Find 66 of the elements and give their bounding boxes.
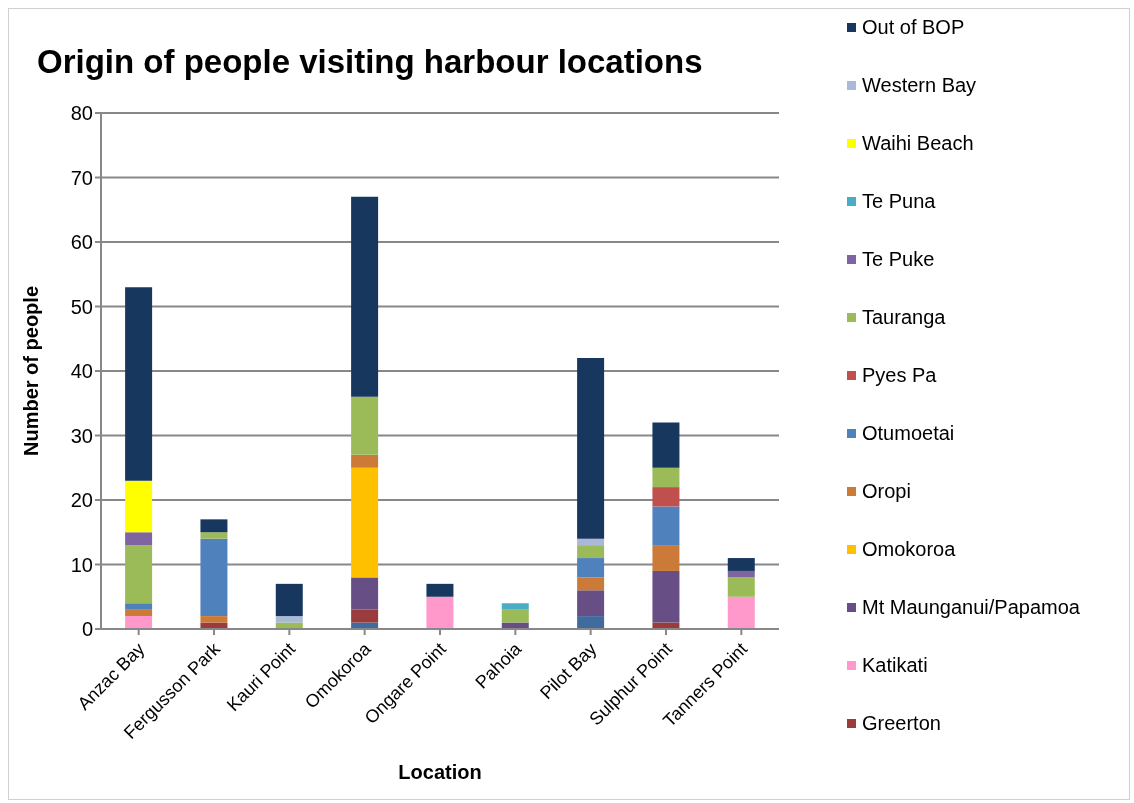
bar [275,616,303,623]
bar [200,538,228,617]
bar [652,570,680,623]
bar [125,603,153,610]
y-tick-label: 10 [70,553,93,576]
x-axis-title: Location [398,761,482,783]
legend-label: Waihi Beach [862,131,974,156]
bar [652,422,680,468]
bar [426,596,454,629]
bar [125,287,153,481]
bar [577,590,605,617]
bar [501,603,529,610]
legend-label: Pyes Pa [862,363,937,388]
bar [577,577,605,591]
legend-label: Greerton [862,711,941,736]
bar [577,558,605,578]
bar [501,609,529,623]
chart-title: Origin of people visiting harbour locations [37,43,703,81]
bar [577,545,605,559]
bar [200,532,228,539]
legend-label: Tauranga [862,305,946,330]
legend-label: Omokoroa [862,537,956,562]
bar [125,616,153,629]
bar [727,570,755,578]
legend-label: Western Bay [862,73,977,98]
y-tick-label: 80 [70,102,93,125]
y-tick-label: 20 [70,489,93,512]
bar [652,487,680,507]
bar [351,577,379,610]
bar [351,396,379,455]
bar [275,583,303,617]
bar [727,596,755,629]
legend-label: Te Puke [862,247,935,272]
bar [351,196,379,397]
bar [577,538,605,546]
bar [652,545,680,571]
bar [577,616,605,629]
y-tick-label: 30 [70,424,93,447]
x-tick-label: Pilot Bay [536,638,601,704]
bar [125,609,153,617]
y-tick-label: 60 [70,231,93,254]
bar [125,480,153,533]
bar [727,558,755,571]
y-axis-title: Number of people [20,285,43,457]
bar [351,454,379,468]
bar [125,545,153,604]
y-tick-label: 50 [70,295,93,318]
bar [200,519,228,533]
y-tick-label: 40 [70,360,93,383]
legend-label: Otumoetai [862,421,955,446]
legend-label: Mt Maunganui/Papamoa [862,595,1080,620]
y-tick-label: 70 [70,166,93,189]
bar [426,583,454,597]
bar [652,467,680,488]
bar [727,577,755,597]
legend-label: Katikati [862,653,928,678]
bar [351,467,379,578]
legend-label: Out of BOP [862,15,965,40]
legend-label: Oropi [862,479,911,504]
bar [125,532,153,546]
bar [577,358,605,539]
legend-label: Te Puna [862,189,936,214]
bar [351,609,379,623]
bar [652,506,680,546]
bar [200,616,228,623]
y-tick-label: 0 [81,618,93,641]
